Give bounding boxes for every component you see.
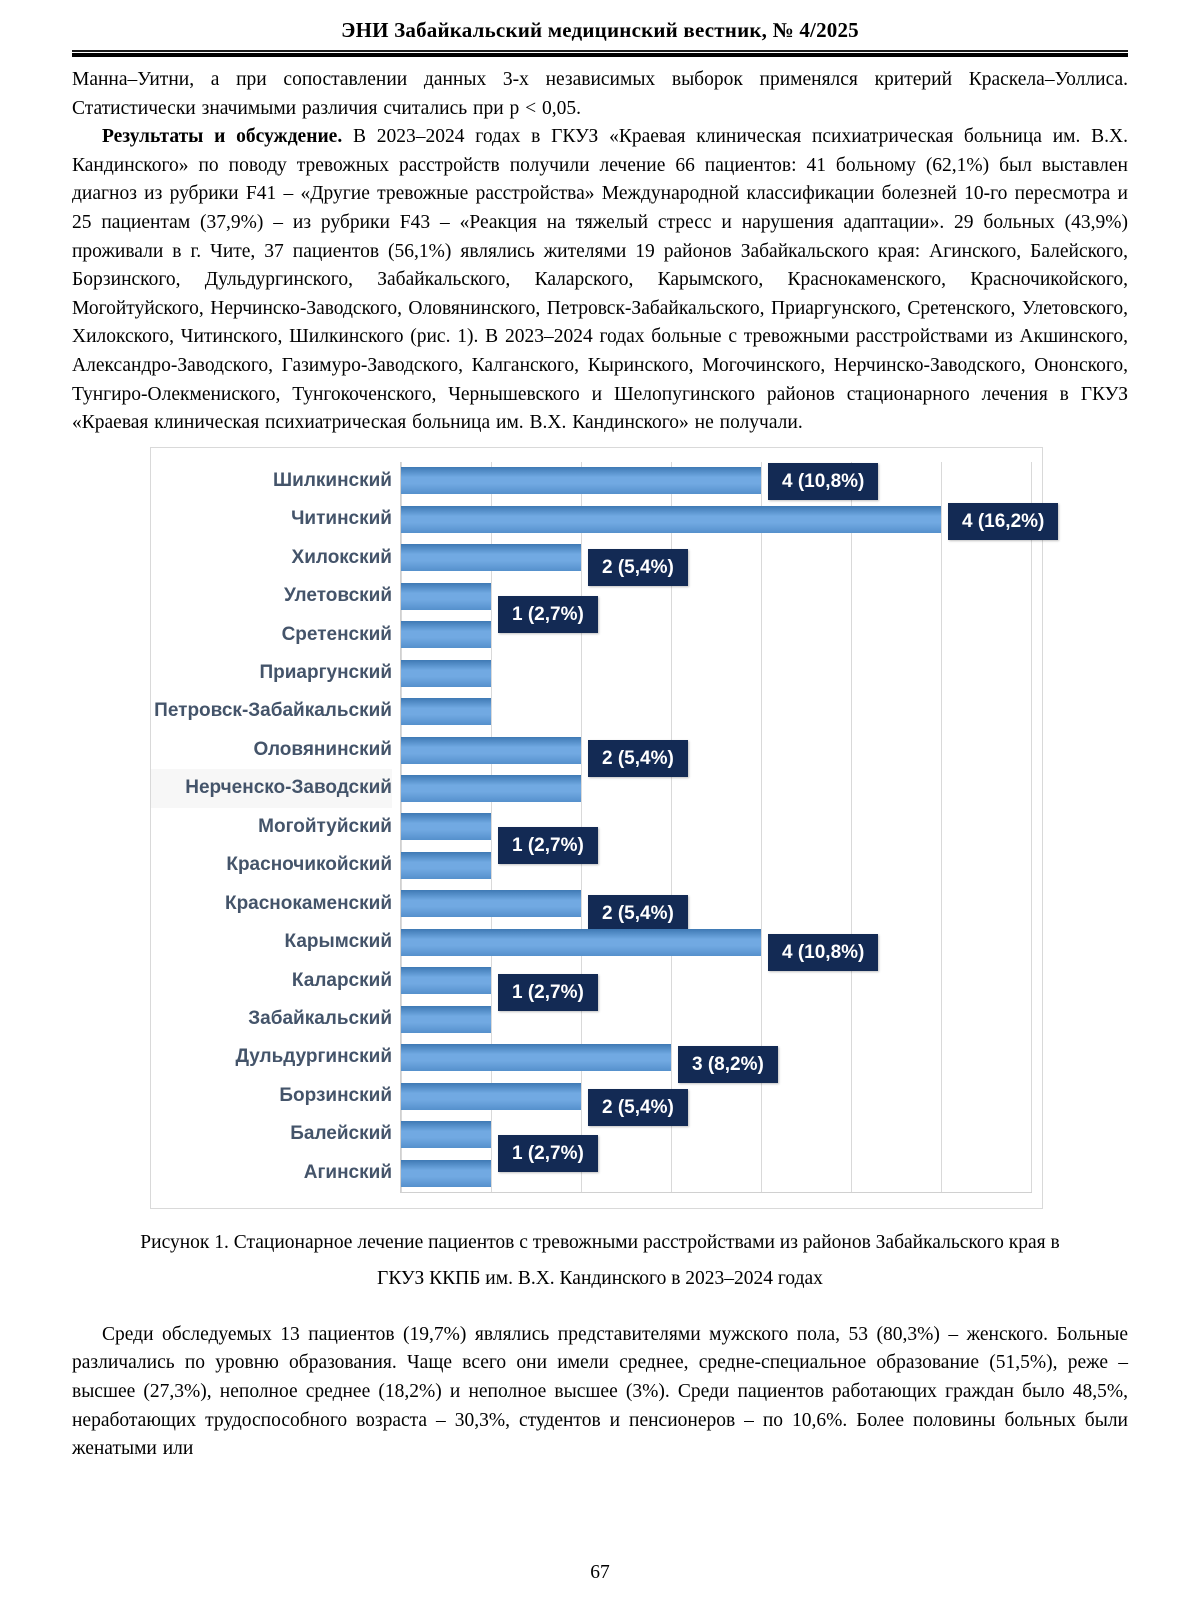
journal-header-title: ЭНИ Забайкальский медицинский вестник, №… xyxy=(341,18,859,42)
chart-data-label: 2 (5,4%) xyxy=(588,894,688,932)
chart-category-label: Красночикойский xyxy=(226,854,392,876)
chart-data-label: 3 (8,2%) xyxy=(678,1046,778,1084)
chart-data-label: 4 (16,2%) xyxy=(948,503,1059,541)
chart-category-label: Нерченско-Заводский xyxy=(151,769,392,808)
chart-bar xyxy=(401,851,491,879)
chart-category-label: Приаргунский xyxy=(259,661,392,683)
chart-category-label: Сретенский xyxy=(281,623,392,645)
chart-bar xyxy=(401,1044,671,1072)
chart-data-label: 1 (2,7%) xyxy=(498,826,598,864)
chart-category-label: Краснокаменский xyxy=(224,892,392,914)
figure-caption-line-2: ГКУЗ ККПБ им. В.Х. Кандинского в 2023–20… xyxy=(377,1267,823,1289)
paragraph-methods-text: Манна–Уитни, а при сопоставлении данных … xyxy=(72,69,1128,119)
paragraph-results-text: В 2023–2024 годах в ГКУЗ «Краевая клинич… xyxy=(72,126,1128,434)
chart-category-label: Шилкинский xyxy=(273,469,392,491)
chart-bar xyxy=(401,505,941,533)
chart-category-label: Дульдургинский xyxy=(235,1046,392,1068)
chart-bar xyxy=(401,1159,491,1187)
chart-bar xyxy=(401,621,491,649)
chart-bar xyxy=(401,736,581,764)
chart-category-label: Оловянинский xyxy=(253,738,392,760)
chart-bar xyxy=(401,467,761,495)
chart-category-label: Петровск-Забайкальский xyxy=(154,700,392,722)
chart-category-label: Хилокский xyxy=(291,546,392,568)
chart-bar xyxy=(401,544,581,572)
chart-data-label: 2 (5,4%) xyxy=(588,1088,688,1126)
chart-data-label: 2 (5,4%) xyxy=(588,548,688,586)
results-heading: Результаты и обсуждение. xyxy=(102,126,343,148)
chart-data-label: 1 (2,7%) xyxy=(498,1134,598,1172)
chart-bar xyxy=(401,890,581,918)
chart-category-label: Могойтуйский xyxy=(258,815,392,837)
chart-bar xyxy=(401,659,491,687)
chart-data-label: 4 (10,8%) xyxy=(768,934,879,972)
chart-bar xyxy=(401,1005,491,1033)
chart-category-label: Читинский xyxy=(291,508,392,530)
paragraph-demographics: Среди обследуемых 13 пациентов (19,7%) я… xyxy=(72,1321,1128,1464)
chart-data-label: 2 (5,4%) xyxy=(588,739,688,777)
chart-data-label: 1 (2,7%) xyxy=(498,973,598,1011)
chart-bar xyxy=(401,928,761,956)
chart-category-axis: Шилкинский Читинский Хилокский Улетовский Ср… xyxy=(151,462,392,1193)
paragraph-demographics-text: Среди обследуемых 13 пациентов (19,7%) я… xyxy=(72,1323,1128,1460)
header-rule-thin-line xyxy=(72,50,1128,52)
page-number: 67 xyxy=(590,1562,610,1583)
figure-caption-line-1: Рисунок 1. Стационарное лечение пациенто… xyxy=(140,1231,1060,1253)
chart-category-label: Балейский xyxy=(290,1123,392,1145)
chart-category-label: Карымский xyxy=(284,931,392,953)
chart-bar xyxy=(401,775,581,803)
chart-data-label: 4 (10,8%) xyxy=(768,462,879,500)
figure-1-caption: Рисунок 1. Стационарное лечение пациенто… xyxy=(80,1225,1120,1297)
chart-category-label: Борзинский xyxy=(279,1084,392,1106)
chart-category-label: Каларский xyxy=(291,969,392,991)
paragraph-methods: Манна–Уитни, а при сопоставлении данных … xyxy=(72,66,1128,123)
figure-1-chart: Шилкинский Читинский Хилокский Улетовский Ср… xyxy=(150,446,1059,1209)
chart-bar xyxy=(401,698,491,726)
chart-bar xyxy=(401,967,491,995)
chart-plot: 4 (10,8%) 4 (16,2%) 2 (5,4%) 1 (2,7%) 2 (5,4… xyxy=(400,461,1059,1193)
chart-data-label: 1 (2,7%) xyxy=(498,596,598,634)
paragraph-results: Результаты и обсуждение. В 2023–2024 год… xyxy=(72,123,1128,438)
header-rule-thick-line xyxy=(72,53,1128,57)
chart-category-label: Улетовский xyxy=(283,585,392,607)
chart-bar xyxy=(401,1082,581,1110)
chart-bar xyxy=(401,582,491,610)
header-rule xyxy=(72,50,1128,57)
chart-category-label: Забайкальский xyxy=(248,1008,392,1030)
chart-bar xyxy=(401,1121,491,1149)
chart-category-label: Агинский xyxy=(303,1161,392,1183)
chart-bar xyxy=(401,813,491,841)
